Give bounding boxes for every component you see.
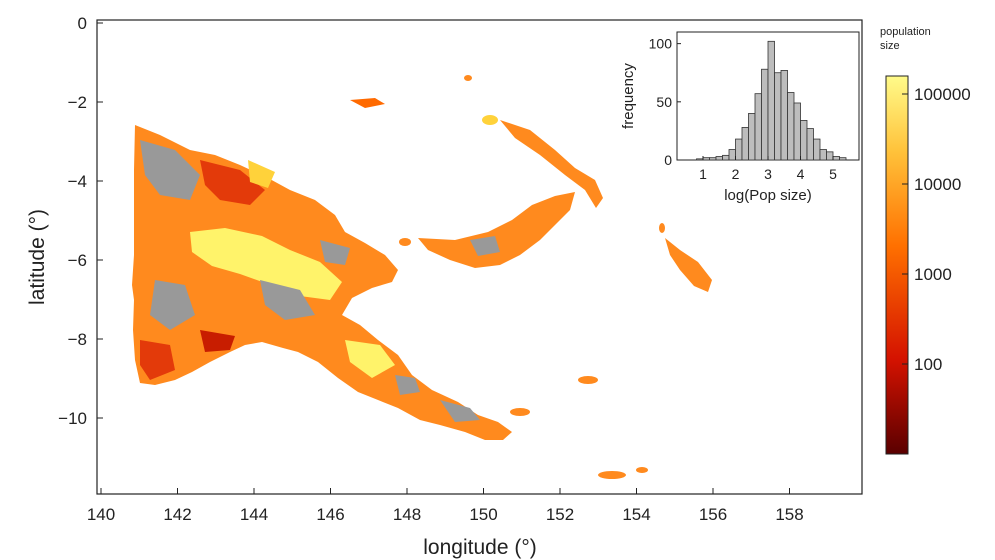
- histogram-bar: [702, 157, 710, 161]
- histogram-x-tick-label: 3: [764, 166, 772, 182]
- y-tick-label: −2: [68, 93, 87, 112]
- histogram-bar: [709, 157, 717, 161]
- y-axis-ticks: 0 −2 −4 −6 −8 −10: [58, 14, 103, 428]
- island-7: [399, 238, 411, 246]
- colorbar-tick-label: 1000: [914, 265, 952, 284]
- histogram-bar: [741, 127, 749, 161]
- island-5: [636, 467, 648, 473]
- histogram-x-tick-label: 1: [699, 166, 707, 182]
- x-tick-label: 156: [699, 505, 727, 524]
- island-1: [482, 115, 498, 125]
- island-3: [578, 376, 598, 384]
- colorbar-title-line1: population: [880, 26, 931, 38]
- histogram-bar: [832, 156, 840, 161]
- x-tick-label: 144: [240, 505, 268, 524]
- colorbar-tick-label: 10000: [914, 175, 961, 194]
- histogram-bar: [748, 113, 756, 161]
- map-regions: [132, 75, 712, 479]
- histogram-bar: [839, 157, 847, 161]
- histogram-x-label: log(Pop size): [724, 187, 812, 204]
- x-axis-ticks: 140 142 144 146 148 150 152 154 156 158: [87, 488, 804, 524]
- histogram-bar: [728, 149, 736, 161]
- histogram-x-tick-label: 2: [732, 166, 740, 182]
- inset-histogram: 1 2 3 4 5 0 50 100 log(Pop size) frequency: [620, 31, 860, 204]
- gray-region-4: [395, 375, 420, 395]
- x-tick-label: 150: [469, 505, 497, 524]
- gray-region-1: [140, 140, 200, 200]
- y-tick-label: −10: [58, 409, 87, 428]
- colorbar-title-line2: size: [880, 40, 900, 52]
- x-tick-label: 140: [87, 505, 115, 524]
- histogram-bar: [793, 102, 801, 161]
- y-tick-label: −4: [68, 172, 87, 191]
- red-region-3: [200, 330, 235, 352]
- histogram-bar: [767, 40, 775, 161]
- red-region-1: [200, 160, 265, 205]
- histogram-bar: [722, 154, 730, 161]
- x-axis-label: longitude (°): [423, 536, 536, 559]
- colorbar-tick-label: 100000: [914, 85, 971, 104]
- yellow-region-2: [345, 340, 395, 378]
- island-2: [510, 408, 530, 416]
- histogram-bar: [761, 68, 769, 161]
- highland-region: [190, 228, 342, 300]
- y-tick-label: 0: [78, 14, 87, 33]
- manus-region: [350, 98, 385, 108]
- gray-region-2: [150, 280, 195, 330]
- histogram-x-tick-label: 5: [829, 166, 837, 182]
- histogram-bar: [800, 120, 808, 161]
- x-tick-label: 158: [775, 505, 803, 524]
- y-tick-label: −8: [68, 330, 87, 349]
- colorbar: [885, 75, 909, 455]
- histogram-bar: [696, 158, 704, 161]
- histogram-y-tick-label: 50: [656, 94, 672, 110]
- histogram-x-ticks: 1 2 3 4 5: [699, 156, 837, 182]
- colorbar-ticks: 100000 10000 1000 100: [902, 85, 971, 374]
- gray-region-6: [320, 240, 350, 265]
- y-tick-label: −6: [68, 251, 87, 270]
- bougainville-region: [665, 238, 712, 292]
- island-4: [598, 471, 626, 479]
- gray-region-5: [440, 400, 480, 422]
- map-plot-area: [96, 19, 863, 495]
- red-region-2: [140, 340, 175, 380]
- histogram-bars: [696, 40, 847, 161]
- island-6: [464, 75, 472, 81]
- histogram-bar: [826, 151, 834, 161]
- x-tick-label: 152: [546, 505, 574, 524]
- x-tick-label: 148: [393, 505, 421, 524]
- histogram-y-tick-label: 100: [649, 36, 673, 52]
- histogram-bar: [780, 70, 788, 161]
- histogram-bar: [787, 92, 795, 161]
- new-britain-gray: [470, 236, 500, 256]
- histogram-y-ticks: 0 50 100: [649, 36, 681, 168]
- colorbar-tick-label: 100: [914, 355, 942, 374]
- island-8: [659, 223, 665, 233]
- histogram-bar: [754, 93, 762, 161]
- gray-region-3: [260, 280, 315, 320]
- histogram-bar: [735, 138, 743, 161]
- histogram-bar: [774, 72, 782, 161]
- new-ireland-region: [500, 120, 603, 208]
- histogram-bar: [819, 149, 827, 161]
- yellow-region-3: [248, 160, 275, 188]
- x-tick-label: 154: [622, 505, 650, 524]
- x-tick-label: 146: [316, 505, 344, 524]
- histogram-bar: [813, 138, 821, 161]
- histogram-bar: [715, 156, 723, 161]
- y-axis-label: latitude (°): [26, 209, 49, 305]
- x-tick-label: 142: [163, 505, 191, 524]
- new-britain-region: [418, 192, 575, 268]
- histogram-y-label: frequency: [620, 63, 637, 129]
- histogram-x-tick-label: 4: [797, 166, 805, 182]
- histogram-bar: [806, 128, 814, 161]
- histogram-y-tick-label: 0: [664, 152, 672, 168]
